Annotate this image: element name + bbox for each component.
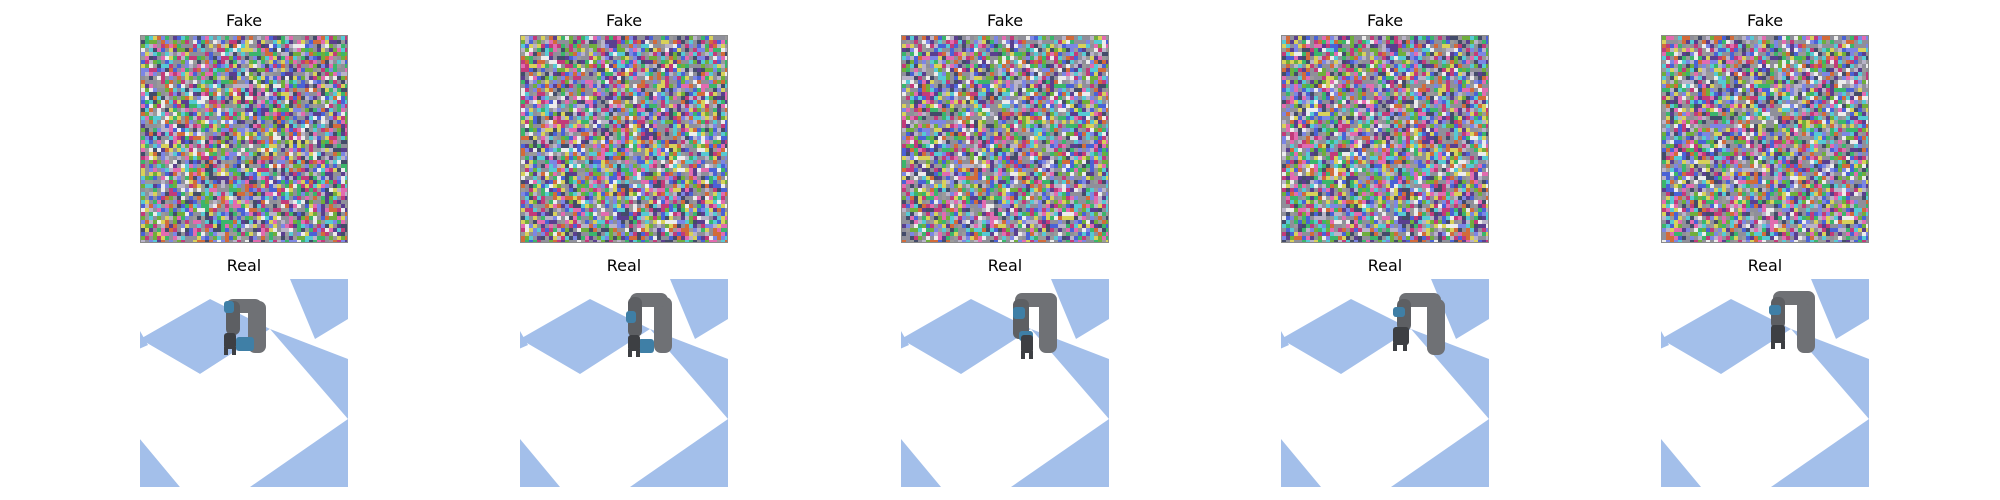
title-real-3: Real [987, 256, 1023, 275]
real-image-1 [140, 279, 348, 487]
title-real-1: Real [226, 256, 262, 275]
robot-arm-3 [1013, 293, 1057, 359]
real-scene-2 [520, 279, 728, 487]
fake-image-2 [520, 35, 728, 243]
fake-image-4 [1281, 35, 1489, 243]
fake-noise-4 [1282, 36, 1488, 242]
fake-image-5 [1661, 35, 1869, 243]
fake-noise-1 [141, 36, 347, 242]
fake-noise-3 [902, 36, 1108, 242]
title-fake-3: Fake [986, 11, 1024, 30]
real-image-5 [1661, 279, 1869, 487]
robot-arm-5 [1769, 291, 1815, 353]
title-fake-2: Fake [605, 11, 643, 30]
robot-arm-4 [1393, 293, 1445, 355]
real-image-3 [901, 279, 1109, 487]
title-fake-5: Fake [1746, 11, 1784, 30]
fake-noise-5 [1662, 36, 1868, 242]
robot-arm-2 [626, 293, 672, 357]
fake-image-1 [140, 35, 348, 243]
real-scene-4 [1281, 279, 1489, 487]
title-fake-4: Fake [1366, 11, 1404, 30]
title-real-4: Real [1367, 256, 1403, 275]
real-scene-1 [140, 279, 348, 487]
real-image-4 [1281, 279, 1489, 487]
title-real-2: Real [606, 256, 642, 275]
fake-noise-2 [521, 36, 727, 242]
real-scene-3 [901, 279, 1109, 487]
real-image-2 [520, 279, 728, 487]
fake-image-3 [901, 35, 1109, 243]
title-real-5: Real [1747, 256, 1783, 275]
robot-arm-1 [224, 299, 266, 355]
title-fake-1: Fake [225, 11, 263, 30]
real-scene-5 [1661, 279, 1869, 487]
